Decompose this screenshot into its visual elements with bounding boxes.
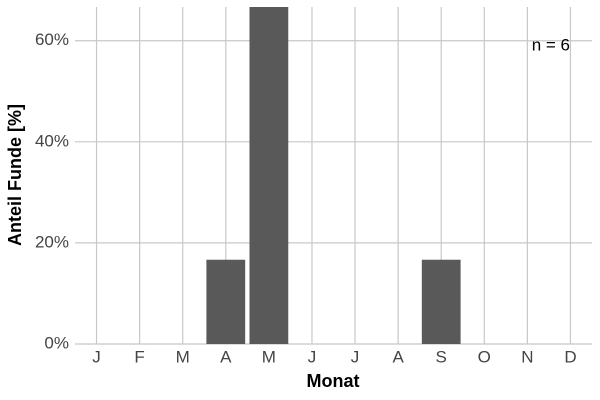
x-tick-label: S [436,347,447,366]
bar [421,259,461,344]
x-tick-label: A [220,347,232,366]
x-tick-label: J [92,347,101,366]
x-tick-label: D [564,347,576,366]
y-tick-label: 0% [44,333,69,352]
x-tick-label: N [521,347,533,366]
x-tick-label: F [134,347,144,366]
y-tick-label: 60% [35,30,69,49]
bar [249,7,289,344]
x-tick-label: J [308,347,317,366]
y-axis-title: Anteil Funde [%] [5,104,25,246]
x-tick-label: J [351,347,360,366]
y-tick-label: 20% [35,232,69,251]
x-tick-label: A [392,347,404,366]
x-tick-label: O [478,347,491,366]
y-tick-label: 40% [35,131,69,150]
x-axis-title: Monat [307,371,360,391]
x-tick-label: M [176,347,190,366]
x-tick-label: M [262,347,276,366]
annotation: n = 6 [532,35,570,54]
bar [206,259,246,344]
